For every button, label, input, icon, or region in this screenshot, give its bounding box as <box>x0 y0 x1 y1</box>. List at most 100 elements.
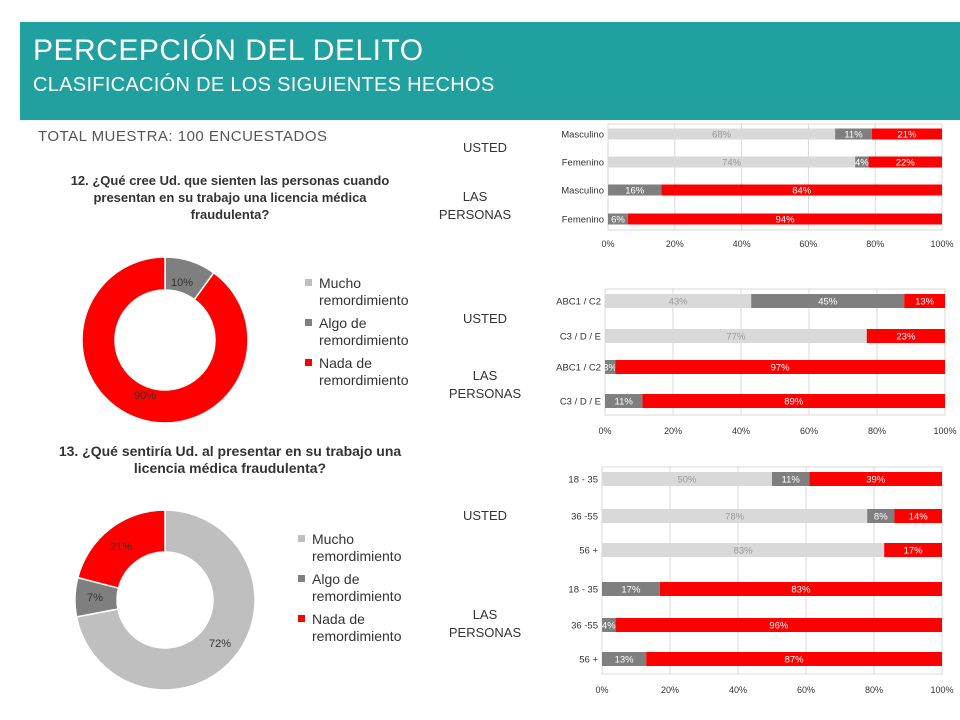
group-label-usted: USTED <box>462 311 508 326</box>
header-left-strip <box>0 22 20 120</box>
page-title: PERCEPCIÓN DEL DELITO <box>33 34 424 67</box>
bar-value-label: 21% <box>897 130 917 141</box>
bar-segment-algo <box>602 618 616 632</box>
group-label-las-personas: LAS PERSONAS <box>430 188 520 224</box>
bar-segment-mucho <box>605 329 867 343</box>
bar-value-label: 68% <box>712 130 732 141</box>
plot-frame <box>601 466 943 675</box>
bar-segment-algo <box>608 184 662 196</box>
bar-segment-nada <box>904 294 945 308</box>
donut-label-nada: 21% <box>110 541 132 553</box>
header-banner: PERCEPCIÓN DEL DELITO CLASIFICACIÓN DE L… <box>0 22 960 120</box>
group-label-las: LAS <box>462 189 488 204</box>
donut-slice-nada <box>81 256 249 424</box>
bar-value-label: 39% <box>866 475 886 486</box>
bar-value-label: 17% <box>621 585 641 596</box>
bar-value-label: 77% <box>726 332 746 343</box>
question-12: 12. ¿Qué cree Ud. que sienten las person… <box>70 173 390 222</box>
category-label: Femenino <box>562 158 604 169</box>
category-label: 18 - 35 <box>568 585 598 596</box>
category-label: ABC1 / C2 <box>556 297 601 308</box>
bar-value-label: 13% <box>915 297 935 308</box>
category-label: 18 - 35 <box>568 475 598 486</box>
x-tick-label: 0% <box>595 685 608 695</box>
legend-swatch-mucho <box>305 279 312 286</box>
bar-segment-nada <box>809 472 942 486</box>
group-label-las: LAS <box>472 607 498 622</box>
category-label: Masculino <box>561 186 604 197</box>
legend-swatch-algo <box>305 319 312 326</box>
group-label-usted: USTED <box>462 140 508 155</box>
legend-item-mucho: Mucho remordimiento <box>305 275 435 309</box>
bar-segment-algo <box>835 128 872 140</box>
category-label: C3 / D / E <box>560 397 601 408</box>
group-label-personas: PERSONAS <box>448 386 522 401</box>
x-tick-label: 60% <box>799 239 817 249</box>
donut-chart-q13: 72% 7% 21% <box>74 509 256 691</box>
x-tick-label: 100% <box>933 426 956 436</box>
legend-swatch-algo <box>298 575 305 582</box>
category-label: 56 + <box>579 546 598 557</box>
bar-value-label: 83% <box>734 546 754 557</box>
donut-label-algo: 7% <box>87 592 103 604</box>
bar-segment-algo <box>602 582 660 596</box>
bar-segment-mucho <box>608 128 836 140</box>
legend-item-nada: Nada de remordimiento <box>298 611 428 645</box>
bar-segment-algo <box>867 509 895 523</box>
legend-swatch-nada <box>298 615 305 622</box>
bar-value-label: 87% <box>785 655 805 666</box>
bar-value-label: 16% <box>625 186 645 197</box>
x-tick-label: 40% <box>729 685 747 695</box>
bar-chart-gse: 0% 20% 40% 60% 80% 100% ABC1 / C2 43% 45% 13% C3 /… <box>556 288 957 436</box>
bar-value-label: 43% <box>669 297 689 308</box>
bar-segment-mucho <box>605 294 752 308</box>
x-tick-label: 100% <box>930 239 953 249</box>
bar-value-label: 11% <box>844 130 863 141</box>
bar-value-label: 78% <box>725 512 745 523</box>
bar-chart-sexo: 0% 20% 40% 60% 80% 100% Masculino 68% 11% 21% Feme… <box>561 123 954 249</box>
group-label-personas: PERSONAS <box>448 625 522 640</box>
legend-label: Mucho remordimiento <box>312 531 402 564</box>
sample-size-label: TOTAL MUESTRA: 100 ENCUESTADOS <box>38 128 328 145</box>
category-label: 36 -55 <box>571 512 598 523</box>
bar-value-label: 94% <box>776 215 796 226</box>
legend-item-algo: Algo de remordimiento <box>298 571 428 605</box>
bar-value-label: 45% <box>818 297 838 308</box>
bar-segment-mucho <box>602 543 885 557</box>
bar-value-label: 8% <box>874 512 888 523</box>
bar-value-label: 14% <box>909 512 929 523</box>
x-tick-label: 60% <box>797 685 815 695</box>
bar-segment-algo <box>602 652 647 666</box>
bar-segment-nada <box>894 509 942 523</box>
page-subtitle: CLASIFICACIÓN DE LOS SIGUIENTES HECHOS <box>33 74 495 96</box>
bar-segment-mucho <box>602 509 868 523</box>
question-13: 13. ¿Qué sentiría Ud. al presentar en su… <box>58 443 402 476</box>
bar-segment-nada <box>659 582 942 596</box>
bar-segment-nada <box>646 652 942 666</box>
bar-segment-algo <box>751 294 905 308</box>
bar-value-label: 4% <box>602 621 616 632</box>
donut-slice-nada <box>76 509 166 589</box>
legend-label: Algo de remordimiento <box>312 571 402 604</box>
x-tick-label: 40% <box>732 426 750 436</box>
x-tick-label: 80% <box>865 685 883 695</box>
bar-value-label: 17% <box>904 546 924 557</box>
x-tick-label: 100% <box>930 685 953 695</box>
donut-chart-q12: 0%10%90% <box>81 256 249 424</box>
legend-q13: Mucho remordimiento Algo de remordimient… <box>298 531 428 651</box>
x-tick-label: 20% <box>666 239 684 249</box>
bar-chart-edad: 0% 20% 40% 60% 80% 100% 18 - 35 50% 11% 39% 36 -55… <box>568 466 954 695</box>
group-label-personas: PERSONAS <box>438 207 512 222</box>
bar-value-label: 97% <box>771 363 791 374</box>
legend-q12: Mucho remordimiento Algo de remordimient… <box>305 275 435 395</box>
bar-value-label: 89% <box>784 397 804 408</box>
legend-label: Mucho remordimiento <box>319 275 409 308</box>
bar-value-label: 3% <box>603 363 617 374</box>
group-label-las-personas: LAS PERSONAS <box>440 606 530 642</box>
bar-value-label: 83% <box>791 585 811 596</box>
bar-segment-nada <box>642 394 945 408</box>
bar-value-label: 22% <box>896 158 916 169</box>
bar-segment-nada <box>866 329 945 343</box>
donut-slice-mucho <box>75 509 256 691</box>
bar-segment-algo <box>855 156 869 168</box>
